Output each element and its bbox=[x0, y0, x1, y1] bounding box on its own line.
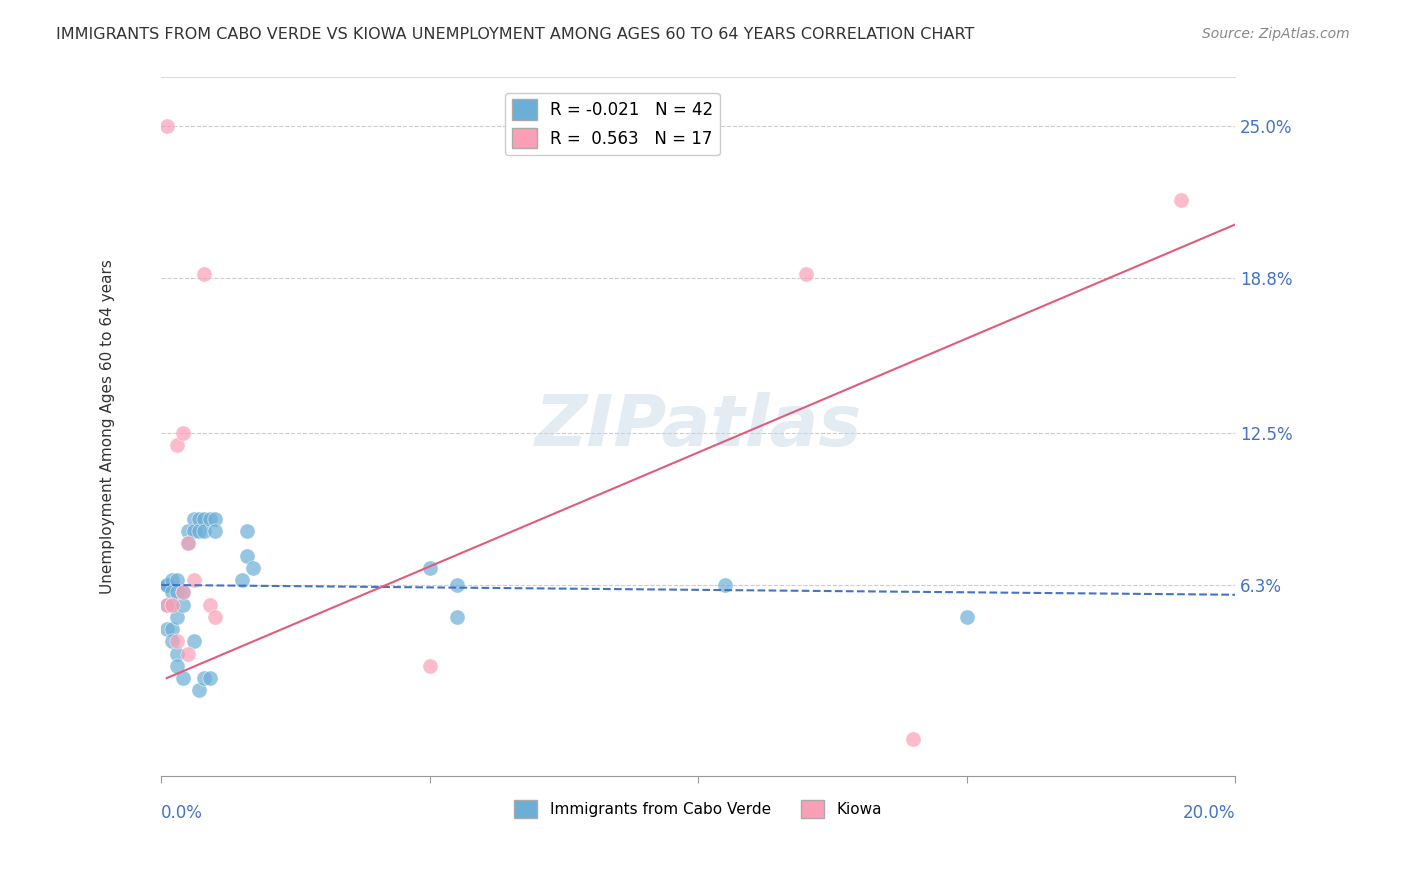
Point bbox=[156, 578, 179, 592]
Point bbox=[166, 658, 188, 673]
Point bbox=[172, 425, 194, 440]
Point bbox=[160, 598, 183, 612]
Point bbox=[446, 609, 468, 624]
Point bbox=[1170, 193, 1192, 207]
Point bbox=[177, 647, 200, 661]
Point bbox=[187, 512, 209, 526]
Point bbox=[156, 578, 179, 592]
Point bbox=[156, 598, 179, 612]
Point bbox=[166, 609, 188, 624]
Point bbox=[198, 598, 221, 612]
Point bbox=[446, 578, 468, 592]
Point bbox=[160, 598, 183, 612]
Point bbox=[166, 573, 188, 587]
Point bbox=[177, 536, 200, 550]
Point bbox=[187, 683, 209, 698]
Point bbox=[156, 120, 179, 134]
Point bbox=[160, 622, 183, 636]
Point bbox=[714, 578, 737, 592]
Point bbox=[419, 658, 441, 673]
Point bbox=[204, 524, 226, 538]
Point bbox=[193, 512, 215, 526]
Point bbox=[187, 524, 209, 538]
Point bbox=[166, 647, 188, 661]
Point bbox=[901, 732, 924, 747]
Point bbox=[236, 524, 259, 538]
Point bbox=[183, 524, 205, 538]
Text: ZIPatlas: ZIPatlas bbox=[534, 392, 862, 461]
Point bbox=[172, 598, 194, 612]
Point bbox=[177, 536, 200, 550]
Point bbox=[166, 634, 188, 648]
Point bbox=[156, 578, 179, 592]
Point bbox=[160, 634, 183, 648]
Text: 0.0%: 0.0% bbox=[162, 804, 204, 822]
Text: 20.0%: 20.0% bbox=[1182, 804, 1234, 822]
Point bbox=[236, 549, 259, 563]
Point bbox=[156, 622, 179, 636]
Point bbox=[419, 561, 441, 575]
Point bbox=[193, 267, 215, 281]
Point bbox=[166, 438, 188, 452]
Point bbox=[193, 524, 215, 538]
Point bbox=[204, 512, 226, 526]
Text: Unemployment Among Ages 60 to 64 years: Unemployment Among Ages 60 to 64 years bbox=[100, 260, 115, 594]
Point bbox=[204, 609, 226, 624]
Point bbox=[193, 671, 215, 685]
Point bbox=[956, 609, 979, 624]
Point bbox=[172, 671, 194, 685]
Point bbox=[198, 512, 221, 526]
Text: Source: ZipAtlas.com: Source: ZipAtlas.com bbox=[1202, 27, 1350, 41]
Point bbox=[183, 512, 205, 526]
Point bbox=[172, 585, 194, 599]
Point bbox=[183, 634, 205, 648]
Point bbox=[198, 671, 221, 685]
Point bbox=[231, 573, 253, 587]
Point bbox=[183, 573, 205, 587]
Point bbox=[166, 585, 188, 599]
Point bbox=[794, 267, 817, 281]
Point bbox=[242, 561, 264, 575]
Legend: Immigrants from Cabo Verde, Kiowa: Immigrants from Cabo Verde, Kiowa bbox=[509, 794, 889, 824]
Text: IMMIGRANTS FROM CABO VERDE VS KIOWA UNEMPLOYMENT AMONG AGES 60 TO 64 YEARS CORRE: IMMIGRANTS FROM CABO VERDE VS KIOWA UNEM… bbox=[56, 27, 974, 42]
Point bbox=[156, 598, 179, 612]
Point bbox=[160, 573, 183, 587]
Point bbox=[177, 524, 200, 538]
Point bbox=[160, 585, 183, 599]
Point bbox=[172, 585, 194, 599]
